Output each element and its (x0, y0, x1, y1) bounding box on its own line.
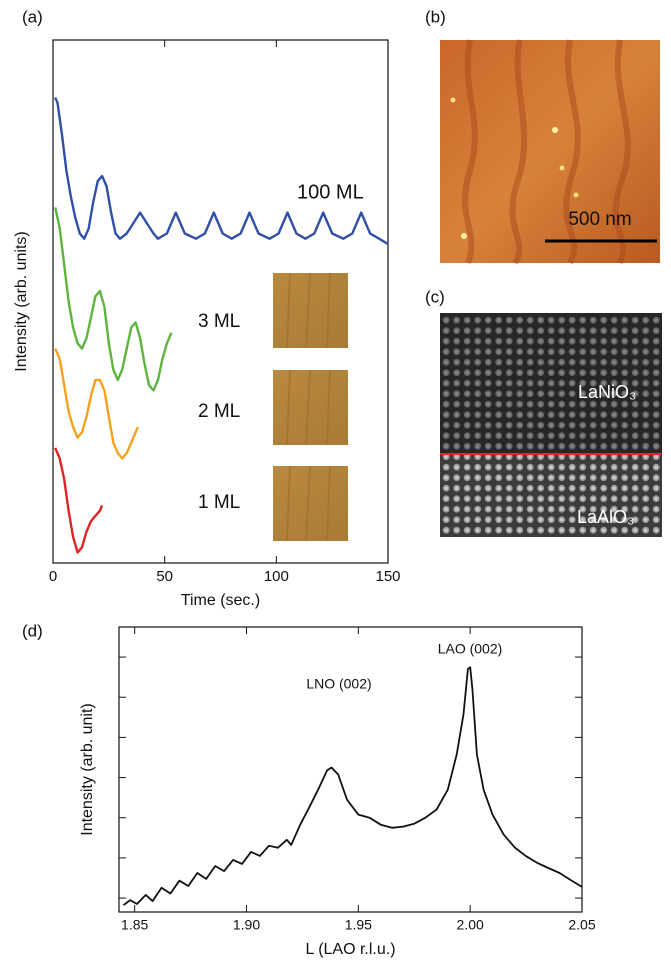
x-tick-label: 150 (375, 568, 400, 585)
x-axis-label: L (LAO r.l.u.) (305, 941, 395, 958)
scale-bar-label: 500 nm (568, 209, 631, 230)
series-label: 100 ML (297, 181, 364, 203)
series-label: 3 ML (198, 311, 240, 332)
series-line (55, 98, 388, 245)
panel-label: (c) (425, 287, 445, 306)
series-line (55, 448, 102, 553)
plot-frame (119, 627, 582, 912)
panel-label: (a) (22, 7, 43, 26)
series-line (55, 349, 138, 459)
panel-label: (d) (22, 621, 43, 640)
x-tick-label: 100 (264, 568, 289, 585)
series-line (124, 667, 583, 905)
x-axis-label: Time (sec.) (181, 592, 260, 609)
y-axis-label: Intensity (arb. unit) (79, 703, 96, 836)
x-tick-label: 0 (49, 568, 57, 585)
figure: (b) 500 nm (c) LaNiO₃ LaAlO₃ (a) 0 50 100 15… (0, 0, 671, 964)
panel-label: (b) (425, 7, 446, 26)
x-tick-label: 2.00 (457, 917, 484, 933)
y-axis-label: Intensity (arb. units) (13, 231, 30, 372)
layer-label: LaAlO₃ (577, 507, 634, 527)
series-label: 1 ML (198, 492, 240, 513)
series-label: 2 ML (198, 401, 240, 422)
stem-image (440, 313, 662, 537)
x-tick-label: 2.05 (568, 917, 595, 933)
x-tick-label: 1.90 (233, 917, 260, 933)
annotation: LNO (002) (306, 676, 371, 692)
layer-label: LaNiO₃ (578, 382, 636, 402)
x-tick-label: 1.85 (121, 917, 148, 933)
x-tick-label: 1.95 (345, 917, 372, 933)
x-tick-label: 50 (156, 568, 173, 585)
afm-insets (273, 273, 348, 541)
annotation: LAO (002) (438, 641, 503, 657)
